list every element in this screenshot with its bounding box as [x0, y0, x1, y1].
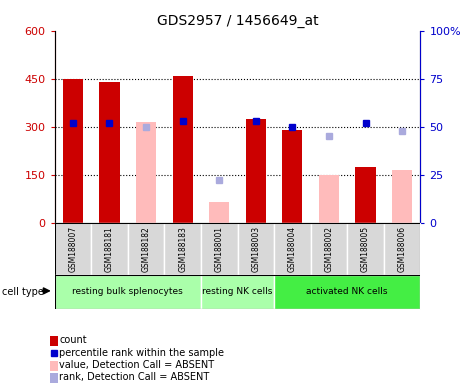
- Text: GSM188004: GSM188004: [288, 225, 297, 272]
- FancyBboxPatch shape: [91, 223, 128, 275]
- Bar: [246, 119, 266, 223]
- Text: resting NK cells: resting NK cells: [202, 287, 273, 296]
- Text: GSM188007: GSM188007: [68, 225, 77, 272]
- Bar: [355, 167, 376, 223]
- FancyBboxPatch shape: [128, 223, 164, 275]
- Text: cell type: cell type: [2, 287, 44, 297]
- Text: GSM188183: GSM188183: [178, 226, 187, 271]
- Bar: [136, 122, 156, 223]
- FancyBboxPatch shape: [384, 223, 420, 275]
- FancyBboxPatch shape: [274, 223, 311, 275]
- Title: GDS2957 / 1456649_at: GDS2957 / 1456649_at: [157, 14, 318, 28]
- Text: value, Detection Call = ABSENT: value, Detection Call = ABSENT: [59, 360, 215, 370]
- FancyBboxPatch shape: [201, 223, 238, 275]
- Text: GSM188181: GSM188181: [105, 226, 114, 271]
- Text: percentile rank within the sample: percentile rank within the sample: [59, 348, 224, 358]
- Bar: [63, 79, 83, 223]
- Bar: [282, 130, 303, 223]
- FancyBboxPatch shape: [55, 275, 201, 309]
- Text: GSM188001: GSM188001: [215, 226, 224, 271]
- Bar: [392, 170, 412, 223]
- Text: GSM188002: GSM188002: [324, 226, 333, 271]
- Bar: [99, 82, 120, 223]
- FancyBboxPatch shape: [311, 223, 347, 275]
- FancyBboxPatch shape: [274, 275, 420, 309]
- Text: count: count: [59, 335, 87, 345]
- Text: resting bulk splenocytes: resting bulk splenocytes: [72, 287, 183, 296]
- Text: activated NK cells: activated NK cells: [306, 287, 388, 296]
- Bar: [209, 202, 229, 223]
- Bar: [319, 175, 339, 223]
- Text: rank, Detection Call = ABSENT: rank, Detection Call = ABSENT: [59, 372, 209, 382]
- Bar: [172, 76, 193, 223]
- Text: GSM188006: GSM188006: [398, 225, 407, 272]
- FancyBboxPatch shape: [238, 223, 274, 275]
- FancyBboxPatch shape: [55, 223, 91, 275]
- FancyBboxPatch shape: [347, 223, 384, 275]
- Text: GSM188003: GSM188003: [251, 225, 260, 272]
- FancyBboxPatch shape: [201, 275, 274, 309]
- Text: GSM188005: GSM188005: [361, 225, 370, 272]
- FancyBboxPatch shape: [164, 223, 201, 275]
- Text: GSM188182: GSM188182: [142, 226, 151, 271]
